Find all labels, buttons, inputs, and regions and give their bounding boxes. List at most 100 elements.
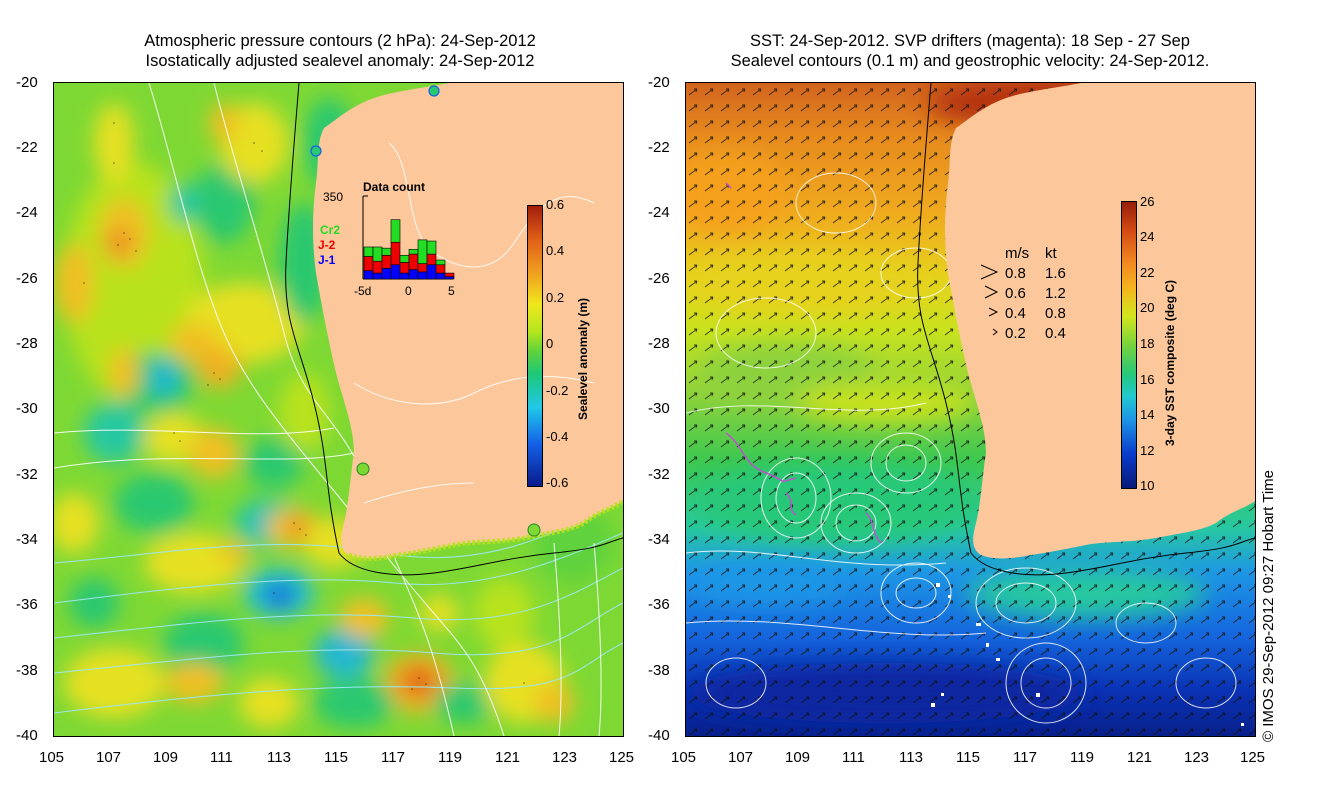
inset-bar-j1	[417, 271, 428, 280]
tide-gauge-marker	[356, 462, 370, 476]
lon-label: 125	[1240, 749, 1266, 766]
inset-legend-cr2: Cr2	[320, 223, 341, 237]
copyright-notice: © IMOS 29-Sep-2012 09:27 Hobart Time	[1260, 469, 1277, 742]
inset-bar-j1	[381, 268, 392, 280]
lon-label: 125	[609, 749, 635, 766]
lat-label: -20	[16, 74, 38, 91]
lon-label: 115	[956, 749, 980, 766]
inset-bar-cr2	[381, 247, 392, 256]
lon-label: 121	[495, 749, 521, 766]
inset-bar-j2	[390, 241, 401, 266]
lat-label: -40	[16, 727, 38, 744]
inset-bar-j2	[363, 256, 374, 271]
white-contours	[54, 83, 602, 736]
tide-gauge-marker	[310, 145, 322, 157]
left-panel-title: Atmospheric pressure contours (2 hPa): 2…	[40, 31, 640, 71]
lat-label: -26	[16, 270, 38, 287]
land-mass	[945, 83, 1255, 559]
lat-label: -40	[648, 727, 670, 744]
inset-bar-j2	[399, 262, 410, 274]
legend-header-ms: m/s	[1005, 245, 1030, 262]
inset-title: Data count	[363, 180, 426, 194]
lat-label: -26	[648, 270, 670, 287]
lat-label: -36	[16, 596, 38, 613]
lon-label: 123	[552, 749, 578, 766]
left-title-line1: Atmospheric pressure contours (2 hPa): 2…	[144, 32, 536, 50]
lon-label: 119	[438, 749, 462, 766]
inset-xtick: 5	[448, 284, 455, 298]
inset-ymax: 350	[323, 190, 344, 204]
anomaly-cb-tick: -0.4	[546, 429, 569, 444]
sst-cb-tick: 18	[1140, 336, 1155, 351]
lon-label: 113	[267, 749, 291, 766]
lat-label: -38	[16, 662, 38, 679]
inset-bar-j1	[390, 264, 401, 280]
lat-label: -32	[648, 466, 670, 483]
inset-legend-j2: J-2	[318, 238, 336, 252]
lon-label: 119	[1070, 749, 1094, 766]
lat-label: -38	[648, 662, 670, 679]
lat-label: -28	[648, 335, 670, 352]
lat-label: -22	[16, 139, 38, 156]
legend-ms: 0.2	[1005, 325, 1026, 342]
lon-label: 105	[671, 749, 697, 766]
right-panel-title: SST: 24-Sep-2012. SVP drifters (magenta)…	[640, 31, 1300, 71]
lat-label: -32	[16, 466, 38, 483]
lon-label: 109	[153, 749, 179, 766]
sealevel-contours	[686, 172, 1237, 724]
tide-gauge-marker	[527, 523, 541, 537]
inset-xtick: -5d	[354, 284, 372, 298]
land-mass	[313, 83, 623, 559]
lat-label: -36	[648, 596, 670, 613]
lon-label: 117	[1013, 749, 1037, 766]
inset-bar-j1	[444, 276, 455, 280]
lat-label: -34	[648, 531, 670, 548]
inset-bar-cr2	[426, 240, 437, 255]
inset-bar-cr2	[372, 246, 383, 262]
inset-bar-cr2	[408, 249, 419, 255]
arrow-glyph-04	[988, 307, 999, 317]
shelf-line	[917, 83, 1255, 576]
stipple-dots	[83, 122, 525, 690]
inset-bar-j1	[426, 264, 437, 280]
legend-header-kt: kt	[1045, 245, 1057, 262]
inset-legend-j1: J-1	[318, 253, 336, 267]
anomaly-cb-tick: -0.2	[546, 383, 569, 398]
inset-bar-j2	[381, 254, 392, 269]
inset-bar-j2	[408, 253, 419, 270]
sst-cb-tick: 16	[1140, 372, 1155, 387]
inset-bar-j1	[435, 272, 446, 280]
cloud-specks	[931, 583, 1244, 726]
inset-bar-cr2	[363, 246, 374, 257]
lon-label: 109	[785, 749, 811, 766]
arrow-glyph-08	[980, 264, 999, 280]
left-map	[53, 82, 624, 737]
legend-kt: 1.6	[1045, 265, 1066, 282]
right-title-line2: Sealevel contours (0.1 m) and geostrophi…	[730, 52, 1210, 70]
anomaly-field	[54, 98, 614, 728]
lon-label: 107	[728, 749, 754, 766]
left-title-line2: Isostatically adjusted sealevel anomaly:…	[145, 52, 535, 70]
inset-bar-j2	[417, 263, 428, 273]
legend-ms: 0.4	[1005, 305, 1026, 322]
lon-label: 111	[842, 749, 865, 766]
sst-colorbar	[1121, 201, 1137, 489]
inset-bar-j1	[372, 272, 383, 280]
sst-cb-tick: 20	[1140, 300, 1155, 315]
sst-cb-tick: 24	[1140, 229, 1155, 244]
lat-label: -34	[16, 531, 38, 548]
legend-kt: 0.8	[1045, 305, 1066, 322]
legend-kt: 1.2	[1045, 285, 1066, 302]
inset-bar-j2	[444, 272, 455, 277]
lon-label: 107	[96, 749, 122, 766]
arrow-glyph-02	[992, 328, 998, 336]
inset-bar-j2	[372, 260, 383, 274]
lat-label: -28	[16, 335, 38, 352]
sst-cb-title: 3-day SST composite (deg C)	[1163, 279, 1177, 446]
lon-label: 105	[39, 749, 65, 766]
anomaly-cb-title: Sealevel anomaly (m)	[576, 297, 590, 420]
inset-bar-cr2	[435, 259, 446, 266]
inset-bar-cr2	[399, 254, 410, 263]
anomaly-cb-tick: 0.6	[546, 197, 565, 212]
inset-histogram	[362, 195, 455, 280]
